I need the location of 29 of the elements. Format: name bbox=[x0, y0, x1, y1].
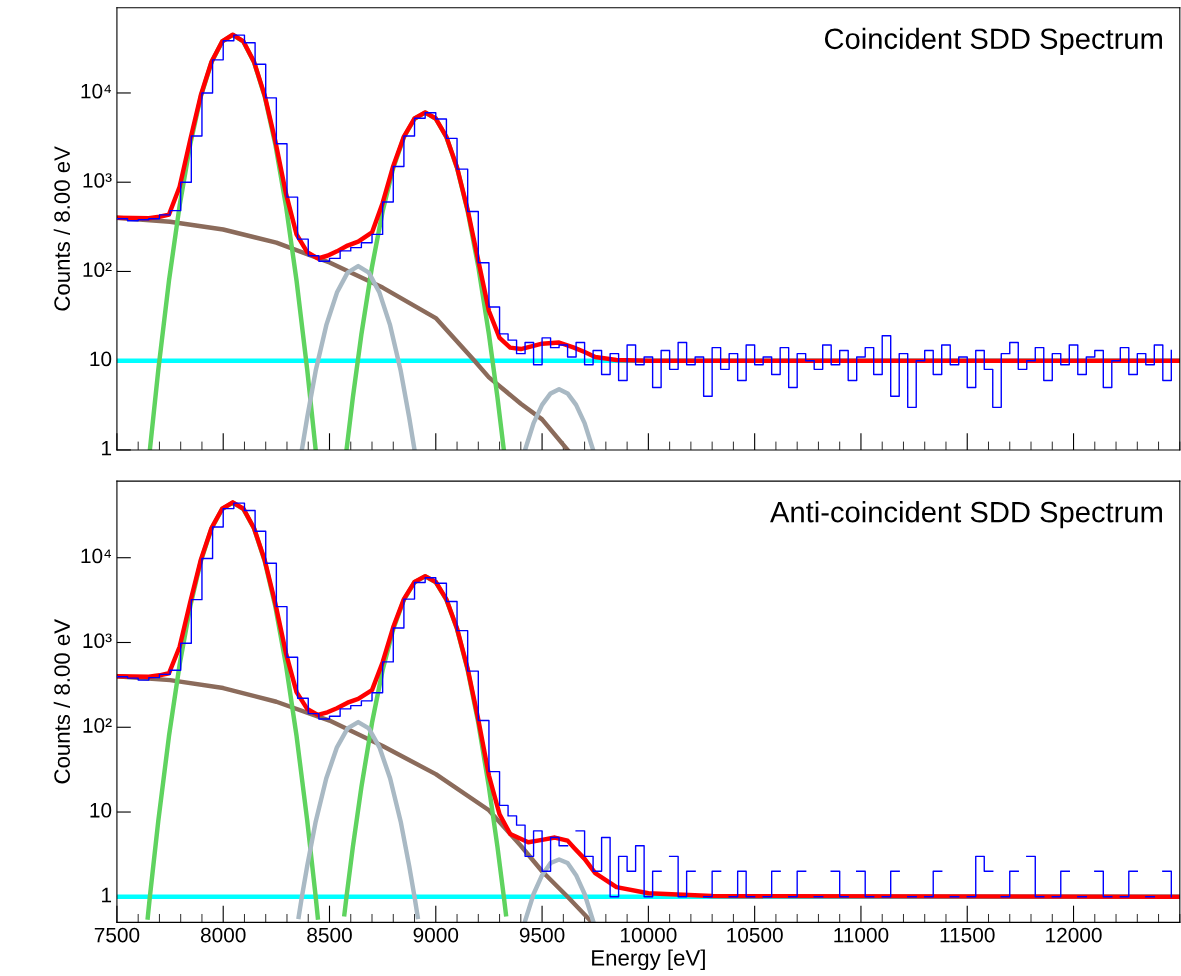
x-tick-label: 9000 bbox=[413, 927, 459, 943]
x-tick-label: 10000 bbox=[620, 927, 677, 943]
text: Anti-coincident SDD Spectrum bbox=[770, 501, 1162, 529]
text: Coincident SDD Spectrum bbox=[824, 27, 1162, 55]
x-tick-label: 9500 bbox=[519, 927, 565, 943]
y-tick-label: 10⁴ bbox=[81, 548, 112, 564]
y-tick-label: 10 bbox=[90, 351, 112, 367]
y-tick-label: 10 bbox=[90, 802, 112, 818]
y-tick-label: 1 bbox=[102, 887, 112, 903]
x-tick-label: 7500 bbox=[94, 927, 140, 943]
y-tick-label: 10² bbox=[83, 718, 112, 733]
x-axis-title: Energy [eV] bbox=[592, 949, 705, 971]
x-tick-label: 8000 bbox=[200, 927, 246, 943]
y-axis-title: Counts / 8.00 eV bbox=[53, 619, 70, 784]
x-tick-label: 12000 bbox=[1046, 927, 1102, 943]
y-tick-label: 10² bbox=[83, 262, 112, 278]
x-tick-label: 8500 bbox=[307, 927, 352, 943]
y-tick-label: 10³ bbox=[83, 633, 112, 649]
x-tick-label: 11000 bbox=[834, 927, 889, 943]
y-axis-title: Counts / 8.00 eV bbox=[53, 146, 70, 311]
line-series bbox=[522, 857, 596, 923]
y-tick-label: 1 bbox=[102, 440, 112, 456]
line-series bbox=[299, 263, 417, 450]
x-tick-label: 10500 bbox=[727, 927, 783, 943]
x-tick-label: 11500 bbox=[940, 927, 995, 943]
y-tick-label: 10⁴ bbox=[81, 83, 112, 99]
line-series bbox=[296, 719, 420, 920]
y-tick-label: 10³ bbox=[83, 173, 112, 188]
line-series bbox=[522, 386, 596, 450]
